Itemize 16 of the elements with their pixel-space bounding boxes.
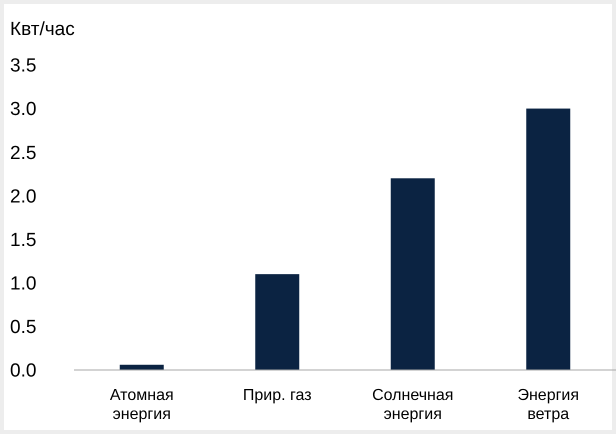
x-tick-label: Энергия ветра bbox=[517, 387, 580, 423]
y-tick-label: 0.5 bbox=[10, 317, 36, 338]
y-tick-label: 3.5 bbox=[10, 56, 36, 77]
y-tick-label: 2.0 bbox=[10, 186, 36, 208]
x-tick-label: Атомная энергия bbox=[110, 387, 174, 423]
y-axis-title: Квт/час bbox=[10, 19, 75, 40]
x-tick-label: Прир. газ bbox=[242, 387, 312, 404]
y-tick-label: 0.0 bbox=[10, 360, 36, 382]
x-tick-label: Солнечная энергия bbox=[372, 387, 454, 423]
bar bbox=[526, 108, 570, 370]
y-tick-label: 1.5 bbox=[10, 230, 36, 251]
y-tick-label: 1.0 bbox=[10, 274, 36, 295]
bar bbox=[390, 178, 435, 370]
y-tick-label: 2.5 bbox=[10, 142, 36, 164]
bar bbox=[255, 274, 300, 370]
y-tick-label: 3.0 bbox=[10, 99, 36, 120]
